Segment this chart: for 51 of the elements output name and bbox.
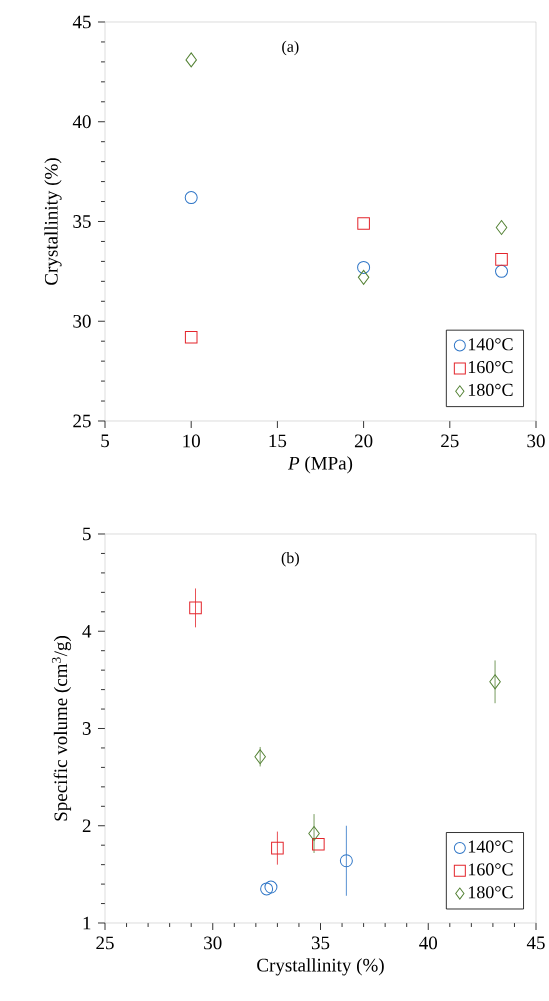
annotation: (a) [282,40,299,56]
x-tick-label: 35 [311,936,330,950]
x-tick-label: 45 [526,936,545,950]
y-axis-title: Crystallinity (%) [44,158,62,285]
legend-label: 140°C [468,338,513,351]
point [264,880,278,894]
annotation: (b) [281,552,299,567]
legend-label: 160°C [468,863,513,876]
y-tick-label: 30 [73,314,91,328]
y-tick-label: 5 [83,527,91,541]
y-axis-title: Specific volume (cm$^{3}$/g) [51,636,72,821]
point [184,330,198,344]
point [308,826,320,842]
point [357,260,371,274]
y-tick-label: 35 [73,215,91,228]
point [357,217,370,230]
x-tick-label: 30 [527,434,545,448]
point [184,191,198,205]
legend-label: 140°C [468,840,513,853]
x-axis-title: Crystallinity (%) [257,958,384,976]
x-tick-label: 30 [204,936,222,950]
y-tick-label: 40 [72,115,91,129]
point [254,749,266,765]
y-tick-label: 2 [82,819,91,833]
x-axis-title: P (MPa) [287,456,353,474]
point [495,264,509,278]
point [271,841,284,855]
y-tick-label: 4 [82,625,92,638]
point [312,837,325,851]
point [189,601,202,615]
point [489,674,501,690]
point [339,854,353,868]
point [185,52,197,68]
legend-label: 160°C [468,360,513,374]
legend-label: 180°C [468,886,513,899]
x-tick-label: 20 [354,434,373,448]
point [495,219,508,235]
x-tick-label: 5 [101,434,109,448]
y-tick-label: 3 [82,722,91,735]
point [260,882,274,896]
y-tick-label: 1 [83,916,91,930]
x-tick-label: 40 [419,936,438,950]
x-tick-label: 25 [96,936,114,950]
y-tick-label: 25 [73,414,91,428]
point [495,253,508,266]
y-tick-label: 45 [72,15,91,29]
x-tick-label: 15 [269,434,287,448]
x-tick-label: 25 [441,434,459,448]
point [357,269,370,285]
legend-label: 180°C [468,383,513,396]
x-tick-label: 10 [183,434,200,448]
